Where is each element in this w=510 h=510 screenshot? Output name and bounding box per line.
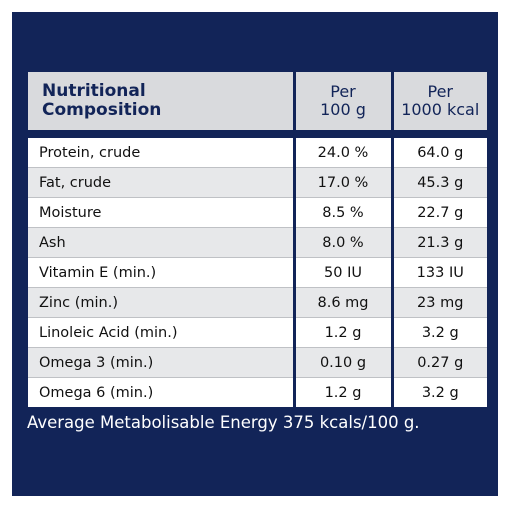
nutrient-name: Zinc (min.) xyxy=(28,287,294,318)
value-per-1000kcal: 22.7 g xyxy=(390,197,487,228)
header-per-1000kcal: Per 1000 kcal xyxy=(390,72,487,130)
value-per-1000kcal: 0.27 g xyxy=(390,347,487,378)
table-row: Moisture 8.5 % 22.7 g xyxy=(28,197,487,228)
value-per-100g: 50 IU xyxy=(292,257,392,288)
value-per-1000kcal: 64.0 g xyxy=(390,138,487,168)
nutrition-table: Nutritional Composition Per 100 g Per 10… xyxy=(28,72,487,407)
header-nutritional-composition: Nutritional Composition xyxy=(28,72,294,130)
metabolisable-energy-note: Average Metabolisable Energy 375 kcals/1… xyxy=(27,413,420,432)
table-row: Protein, crude 24.0 % 64.0 g xyxy=(28,138,487,168)
nutrient-name: Moisture xyxy=(28,197,294,228)
value-per-1000kcal: 45.3 g xyxy=(390,167,487,198)
header-label-line2: Composition xyxy=(42,100,162,120)
header-per-100g: Per 100 g xyxy=(292,72,392,130)
table-row: Ash 8.0 % 21.3 g xyxy=(28,227,487,258)
nutrient-name: Omega 3 (min.) xyxy=(28,347,294,378)
table-row: Linoleic Acid (min.) 1.2 g 3.2 g xyxy=(28,317,487,348)
header-col2-line2: 1000 kcal xyxy=(401,100,480,119)
value-per-1000kcal: 3.2 g xyxy=(390,317,487,348)
table-row: Fat, crude 17.0 % 45.3 g xyxy=(28,167,487,198)
value-per-100g: 1.2 g xyxy=(292,317,392,348)
nutrient-name: Ash xyxy=(28,227,294,258)
value-per-100g: 8.0 % xyxy=(292,227,392,258)
value-per-1000kcal: 21.3 g xyxy=(390,227,487,258)
table-row: Vitamin E (min.) 50 IU 133 IU xyxy=(28,257,487,288)
header-label-line1: Nutritional xyxy=(42,81,146,101)
header-col1-line1: Per xyxy=(330,82,356,101)
value-per-100g: 8.5 % xyxy=(292,197,392,228)
header-col2-line1: Per xyxy=(427,82,454,101)
table-header-row: Nutritional Composition Per 100 g Per 10… xyxy=(28,72,487,130)
nutrient-name: Vitamin E (min.) xyxy=(28,257,294,288)
value-per-100g: 1.2 g xyxy=(292,377,392,407)
value-per-100g: 0.10 g xyxy=(292,347,392,378)
header-col1-line2: 100 g xyxy=(320,100,366,119)
table-row: Zinc (min.) 8.6 mg 23 mg xyxy=(28,287,487,318)
nutrient-name: Protein, crude xyxy=(28,138,294,168)
value-per-1000kcal: 3.2 g xyxy=(390,377,487,407)
table-row: Omega 3 (min.) 0.10 g 0.27 g xyxy=(28,347,487,378)
value-per-100g: 24.0 % xyxy=(292,138,392,168)
nutrient-name: Omega 6 (min.) xyxy=(28,377,294,407)
nutrient-name: Fat, crude xyxy=(28,167,294,198)
value-per-1000kcal: 133 IU xyxy=(390,257,487,288)
table-row: Omega 6 (min.) 1.2 g 3.2 g xyxy=(28,377,487,407)
header-gap xyxy=(28,130,487,138)
value-per-100g: 17.0 % xyxy=(292,167,392,198)
nutrient-name: Linoleic Acid (min.) xyxy=(28,317,294,348)
value-per-1000kcal: 23 mg xyxy=(390,287,487,318)
value-per-100g: 8.6 mg xyxy=(292,287,392,318)
